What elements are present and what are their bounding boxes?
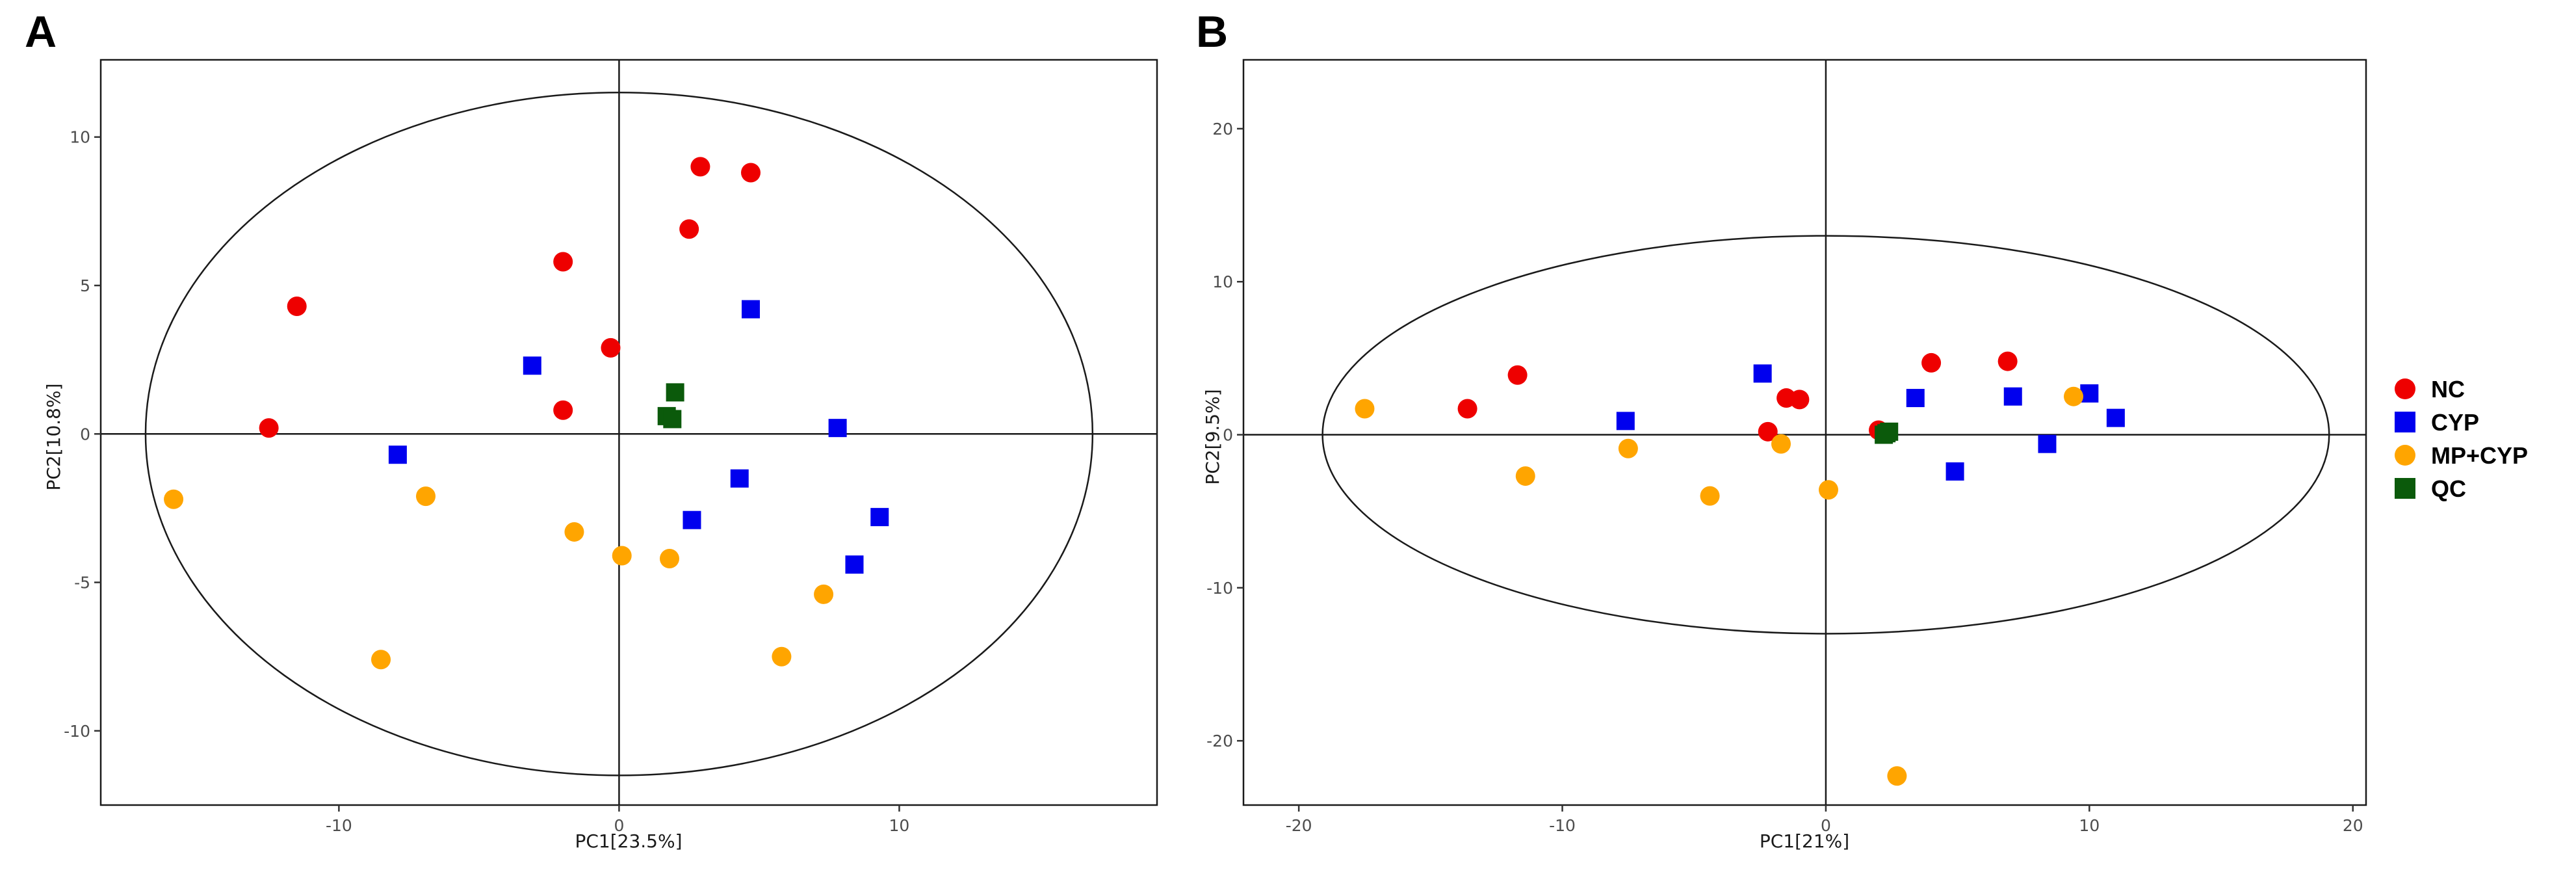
point-mp-cyp (1618, 438, 1638, 458)
panel-b-x-axis-title: PC1[21%] (1760, 830, 1849, 852)
point-cyp (1906, 389, 1925, 408)
point-cyp (2106, 408, 2125, 427)
point-mp-cyp (416, 486, 436, 507)
point-cyp (1753, 364, 1772, 383)
point-cyp (742, 300, 760, 319)
legend-marker-nc (2395, 378, 2415, 399)
panel-a-label: A (25, 7, 57, 57)
panel-b-confidence-ellipse (1321, 235, 2330, 635)
point-mp-cyp (1515, 466, 1535, 486)
panel-b-series-qc (1875, 422, 1899, 444)
point-cyp (523, 356, 541, 375)
point-mp-cyp (371, 650, 391, 670)
point-cyp (388, 445, 407, 464)
point-mp-cyp (2064, 386, 2084, 406)
panel-a-x-tick-label: -10 (326, 816, 352, 835)
point-nc (1507, 365, 1528, 385)
point-nc (1997, 351, 2018, 371)
legend-label-mp-cyp: MP+CYP (2431, 442, 2528, 469)
panel-a-y-tick-label: 10 (70, 128, 90, 147)
point-cyp (1945, 462, 1964, 481)
panel-a-confidence-ellipse (144, 91, 1094, 776)
point-nc (679, 219, 699, 239)
point-mp-cyp (564, 522, 584, 542)
legend: NC CYP MP+CYP QC (2395, 376, 2528, 502)
point-cyp (870, 508, 889, 527)
point-cyp (2003, 387, 2022, 406)
panel-b-y-tick-label: 20 (1212, 120, 1233, 139)
point-mp-cyp (1355, 399, 1375, 419)
point-cyp (828, 419, 847, 438)
legend-marker-qc (2395, 478, 2415, 499)
point-mp-cyp (660, 549, 679, 569)
panel-b: B PC1[21%] PC2[9.5%] -20 -10 0 10 20 -20 -10 0 1… (1196, 7, 2367, 852)
point-cyp (730, 469, 749, 488)
point-mp-cyp (612, 546, 632, 566)
panel-a-x-axis-title: PC1[23.5%] (575, 830, 682, 852)
panel-b-y-tick-label: 0 (1223, 426, 1233, 445)
legend-marker-mp-cyp (2395, 445, 2415, 466)
point-mp-cyp (164, 489, 184, 509)
point-mp-cyp (1771, 434, 1791, 454)
panel-b-x-tick-label: 20 (2343, 816, 2363, 835)
point-cyp (1616, 412, 1635, 430)
point-mp-cyp (814, 584, 834, 604)
panel-b-x-tick-label: 0 (1821, 816, 1831, 835)
point-mp-cyp (1700, 486, 1720, 506)
panel-a-series-nc (259, 157, 761, 438)
point-nc (1921, 352, 1942, 373)
panel-a-x-tick-label: 0 (614, 816, 624, 835)
point-nc (287, 296, 307, 316)
panel-a-series-mp-cyp (164, 486, 834, 670)
point-nc (1758, 421, 1778, 442)
panel-b-y-axis-title: PC2[9.5%] (1202, 389, 1223, 484)
panel-a-y-tick-label: 0 (80, 425, 90, 444)
point-qc (666, 383, 684, 402)
legend-label-nc: NC (2431, 376, 2465, 403)
panel-a-series-cyp (388, 300, 889, 574)
point-mp-cyp (772, 646, 792, 667)
point-mp-cyp (1818, 480, 1838, 500)
point-nc (553, 400, 573, 420)
panel-a-x-tick-label: 10 (889, 816, 910, 835)
panel-b-series-cyp (1616, 364, 2125, 481)
panel-b-y-tick-label: -10 (1206, 579, 1233, 598)
panel-b-label: B (1196, 7, 1228, 57)
legend-label-cyp: CYP (2431, 409, 2479, 436)
panel-a-y-tick-label: -10 (64, 722, 90, 741)
panel-b-plot-frame (1242, 59, 2367, 806)
legend-label-qc: QC (2431, 475, 2466, 502)
panel-b-y-tick-label: -20 (1206, 732, 1233, 750)
point-qc (663, 410, 682, 429)
panel-a-y-tick-label: 5 (80, 276, 90, 295)
point-nc (1457, 399, 1477, 419)
point-nc (601, 338, 621, 358)
panel-b-x-tick-label: 10 (2079, 816, 2100, 835)
point-nc (690, 157, 710, 177)
panel-b-x-tick-label: -10 (1549, 816, 1576, 835)
legend-marker-cyp (2395, 412, 2415, 432)
panel-a-y-tick-label: -5 (74, 574, 90, 592)
point-nc (553, 252, 573, 272)
point-cyp (683, 510, 701, 529)
point-mp-cyp (1887, 766, 1907, 786)
point-cyp (2038, 434, 2057, 453)
panel-b-y-tick-label: 10 (1212, 272, 1233, 291)
panel-a: A PC1[23.5%] PC2[10.8%] -10 0 10 -10 -5 0 5 10 (25, 7, 1158, 852)
panel-a-series-qc (657, 383, 684, 429)
panel-b-series-mp-cyp (1355, 386, 2084, 786)
panel-b-x-tick-label: -20 (1286, 816, 1312, 835)
panel-a-y-axis-title: PC2[10.8%] (43, 383, 64, 490)
point-nc (259, 418, 279, 438)
panel-a-plot-frame (99, 59, 1158, 806)
point-cyp (2080, 384, 2099, 403)
point-nc (741, 163, 761, 183)
point-nc (1789, 390, 1810, 410)
point-qc (1877, 424, 1896, 443)
point-cyp (845, 555, 864, 574)
